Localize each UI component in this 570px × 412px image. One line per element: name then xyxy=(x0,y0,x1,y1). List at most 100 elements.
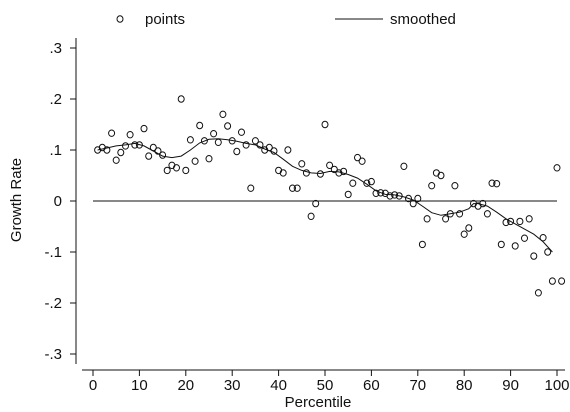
scatter-point xyxy=(451,182,459,190)
scatter-point xyxy=(344,190,352,199)
scatter-point xyxy=(159,151,167,159)
scatter-point xyxy=(414,194,422,203)
scatter-point xyxy=(488,179,496,187)
scatter-point xyxy=(173,164,180,172)
scatter-point xyxy=(126,131,134,139)
scatter-point xyxy=(242,141,250,149)
scatter-point xyxy=(525,215,533,223)
x-tick-label: 60 xyxy=(363,377,380,394)
scatter-point xyxy=(548,277,556,285)
y-tick-label: 0 xyxy=(54,193,62,210)
scatter-point xyxy=(507,217,515,226)
scatter-point xyxy=(460,230,468,238)
scatter-point xyxy=(149,143,157,152)
x-tick-label: 10 xyxy=(131,377,148,394)
scatter-point xyxy=(108,129,116,137)
x-tick-label: 80 xyxy=(456,377,473,394)
scatter-point xyxy=(423,215,431,223)
y-tick-label: .1 xyxy=(49,142,62,159)
y-tick-label: .2 xyxy=(49,91,62,108)
scatter-point xyxy=(214,138,222,147)
x-tick-label: 90 xyxy=(502,377,519,394)
x-tick-label: 20 xyxy=(177,377,194,394)
scatter-point xyxy=(145,152,153,160)
scatter-point xyxy=(340,167,348,176)
scatter-point xyxy=(196,121,204,130)
scatter-point xyxy=(228,137,236,145)
scatter-point xyxy=(224,122,232,130)
scatter-point xyxy=(493,180,501,188)
scatter-point xyxy=(409,199,417,208)
x-tick-label: 40 xyxy=(270,377,287,394)
scatter-point xyxy=(367,177,375,186)
scatter-point xyxy=(437,171,445,180)
scatter-point xyxy=(330,165,338,174)
x-tick-label: 0 xyxy=(89,377,97,394)
y-tick-label: -.2 xyxy=(44,295,62,312)
x-tick-label: 50 xyxy=(317,377,334,394)
legend: points smoothed xyxy=(116,11,456,28)
scatter-point xyxy=(307,212,315,221)
scatter-point xyxy=(135,141,143,149)
scatter-point xyxy=(186,136,194,144)
scatter-point xyxy=(205,155,213,163)
scatter-point xyxy=(391,191,399,199)
scatter-point xyxy=(372,189,380,198)
x-tick-label: 30 xyxy=(224,377,241,394)
scatter-point xyxy=(154,147,162,155)
scatter-point xyxy=(140,124,148,133)
scatter-point xyxy=(558,277,566,285)
scatter-point xyxy=(238,128,245,136)
scatter-point xyxy=(553,164,561,172)
scatter-point xyxy=(182,166,190,175)
scatter-point xyxy=(483,210,491,218)
scatter-point xyxy=(358,157,366,165)
scatter-point xyxy=(289,184,296,192)
scatter-point xyxy=(377,189,385,197)
scatter-point xyxy=(465,224,473,232)
scatter-point xyxy=(363,179,371,187)
scatter-point xyxy=(284,146,292,154)
scatter-point xyxy=(442,215,450,223)
scatter-point xyxy=(511,242,519,250)
scatter-point xyxy=(247,184,255,192)
scatter-point xyxy=(191,157,199,165)
x-axis-ticks: 0 10 20 30 40 50 60 70 80 90 100 xyxy=(89,370,570,394)
scatter-point xyxy=(177,95,185,103)
scatter-point xyxy=(534,289,542,297)
scatter-point xyxy=(395,192,403,200)
scatter-point xyxy=(497,240,505,249)
legend-label-smoothed: smoothed xyxy=(390,11,456,28)
scatter-point xyxy=(530,252,538,260)
scatter-point xyxy=(321,120,329,129)
scatter-point xyxy=(405,194,412,203)
x-tick-label: 100 xyxy=(544,377,569,394)
scatter-point xyxy=(131,141,139,149)
scatter-point xyxy=(302,169,310,177)
scatter-point xyxy=(326,161,334,170)
scatter-point xyxy=(163,166,171,175)
legend-marker-points xyxy=(116,15,124,23)
scatter-point xyxy=(335,169,343,177)
scatter-point xyxy=(265,143,273,152)
scatter-point xyxy=(502,218,510,227)
scatter-point xyxy=(312,199,320,208)
scatter-point xyxy=(293,184,301,192)
y-tick-label: -.1 xyxy=(44,244,62,261)
scatter-point xyxy=(479,199,487,208)
scatter-point xyxy=(279,169,287,177)
scatter-point xyxy=(456,210,464,218)
x-tick-label: 70 xyxy=(409,377,426,394)
scatter-point xyxy=(219,110,227,119)
scatter-point xyxy=(354,153,361,162)
scatter-point xyxy=(233,147,241,156)
scatter-point xyxy=(270,147,278,155)
scatter-point xyxy=(418,240,426,249)
scatter-point xyxy=(349,179,357,187)
scatter-point xyxy=(316,170,324,178)
scatter-point xyxy=(516,217,524,226)
scatter-point xyxy=(122,142,129,150)
scatter-point xyxy=(251,137,259,145)
scatter-point xyxy=(200,137,208,145)
